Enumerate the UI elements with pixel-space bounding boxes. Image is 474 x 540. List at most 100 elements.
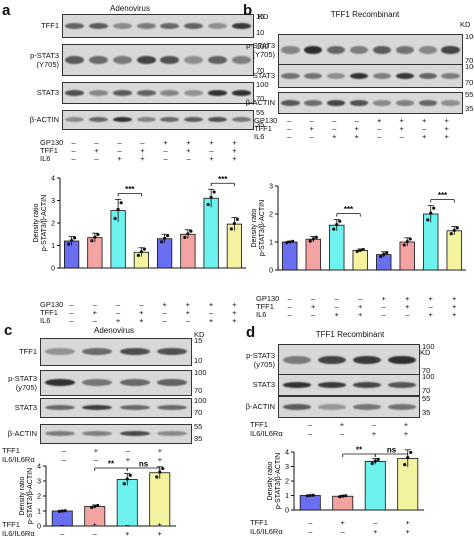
chart-table-sign: + (115, 316, 121, 325)
blot-image-b-0 (278, 34, 463, 66)
blot-image-c-0 (40, 338, 192, 366)
data-point (379, 254, 383, 259)
blot-band (304, 100, 323, 106)
chart-table-sign: – (69, 316, 74, 325)
blot-table-sign: + (332, 132, 337, 141)
blot-label-c-3: β-ACTIN (7, 429, 37, 438)
blot-table-sign: + (444, 124, 449, 133)
chart-table-sign: + (162, 300, 167, 309)
blot-table-sign: + (309, 124, 314, 133)
blot-table-label-b-2: IL6 (254, 132, 265, 141)
chart-table-sign: + (428, 310, 433, 319)
chart-table-sign: – (308, 518, 313, 527)
mw-marker-a-2-1: 70 (256, 94, 265, 103)
y-axis-label: Density ratiop-STAT3/β-ACTIN (267, 453, 282, 509)
chart-table-sign: – (373, 518, 378, 527)
blot-table-sign: + (157, 446, 163, 455)
data-point (432, 206, 436, 210)
data-point (158, 470, 162, 474)
blot-band (157, 405, 188, 411)
panel-letter-a: a (2, 2, 11, 19)
data-point (67, 242, 71, 246)
blot-band (352, 355, 381, 364)
data-point (426, 218, 430, 222)
y-tick-label: 0 (285, 508, 289, 515)
chart-table-sign: + (452, 302, 457, 311)
mw-marker-a-0-1: 10 (256, 28, 265, 37)
blot-band (112, 22, 132, 29)
blot-band (349, 72, 369, 79)
data-point (344, 494, 348, 498)
blot-band (282, 355, 311, 364)
blot-band (231, 22, 251, 29)
y-tick-label: 3 (269, 184, 273, 191)
chart-table-sign: + (92, 520, 97, 529)
mw-marker-c-2-0: 100 (194, 396, 207, 405)
mw-marker-a-3-1: 35 (256, 120, 265, 129)
data-point (314, 235, 318, 239)
chart-table-sign: – (139, 300, 144, 309)
blot-table-label-d-1: IL6/IL6Rα (250, 429, 283, 438)
blot-table-sign: + (140, 146, 145, 155)
blot-table-sign: + (93, 446, 99, 455)
chart-table-label-d-0: TFF1 (250, 518, 268, 527)
y-tick-label: 1 (269, 240, 273, 247)
blot-band (395, 72, 414, 79)
blot-band (387, 355, 416, 364)
data-point (93, 235, 97, 239)
blot-label-c-2: STAT3 (14, 403, 37, 412)
data-point (139, 250, 143, 254)
chart-table-label-c-0: TFF1 (2, 520, 20, 529)
blot-table-label-c-1: IL6/IL6Rα (2, 455, 35, 464)
chart-table-label-d-1: IL6/IL6Rα (250, 527, 283, 536)
blot-band (160, 117, 180, 123)
blot-band (136, 55, 156, 64)
blot-table-sign: + (117, 154, 122, 163)
significance-label-1: *** (218, 175, 228, 184)
blot-table-sign: + (403, 420, 409, 429)
mw-marker-d-2-0: 55 (422, 394, 431, 403)
blot-table-sign: – (186, 154, 191, 163)
blot-label-b-2: β-ACTIN (245, 98, 275, 107)
blot-table-sign: – (307, 429, 313, 438)
blot-table-sign: + (399, 116, 404, 125)
mw-marker-d-2-1: 35 (422, 408, 431, 417)
bar-3 (149, 472, 171, 527)
significance-label-1: *** (438, 191, 448, 200)
blot-band (372, 100, 392, 106)
chart-table-sign: – (381, 302, 386, 311)
blot-band (327, 45, 346, 54)
chart-table-sign: – (405, 310, 410, 319)
bar-1 (87, 237, 103, 269)
chart-table-sign: – (287, 294, 292, 303)
chart-table-sign: – (60, 529, 65, 538)
blot-band (119, 405, 150, 411)
kd-label-a: KD (258, 12, 269, 21)
mw-marker-c-0-0: 15 (194, 336, 203, 345)
blot-band (207, 55, 227, 64)
blot-label-a-2: STAT3 (36, 88, 59, 97)
chart-table-label-b-1: TFF1 (256, 302, 274, 311)
blot-table-sign: – (71, 138, 76, 147)
blot-table-sign: – (94, 138, 99, 147)
blot-table-label-a-1: TFF1 (40, 146, 58, 155)
blot-band (160, 22, 180, 29)
bar-0 (282, 241, 298, 271)
chart-table-sign: + (139, 316, 144, 325)
data-point (166, 234, 170, 238)
panel-title-c: Adenovirus (93, 326, 135, 335)
y-tick-label: 2 (285, 479, 289, 486)
data-point (405, 239, 409, 244)
mw-marker-c-2-1: 70 (194, 408, 203, 417)
y-axis-label-line: Density ratio (267, 461, 274, 500)
data-point (96, 232, 100, 237)
chart-table-sign: – (334, 294, 339, 303)
blot-label-a-3: β-ACTIN (29, 115, 59, 124)
y-tick-label: 3 (51, 198, 55, 205)
kd-label-b: KD (460, 20, 471, 29)
data-point (209, 195, 213, 199)
data-point (308, 493, 312, 498)
significance-label-1: ns (139, 460, 149, 469)
blot-table-sign: – (71, 146, 76, 155)
blot-band (112, 117, 132, 123)
